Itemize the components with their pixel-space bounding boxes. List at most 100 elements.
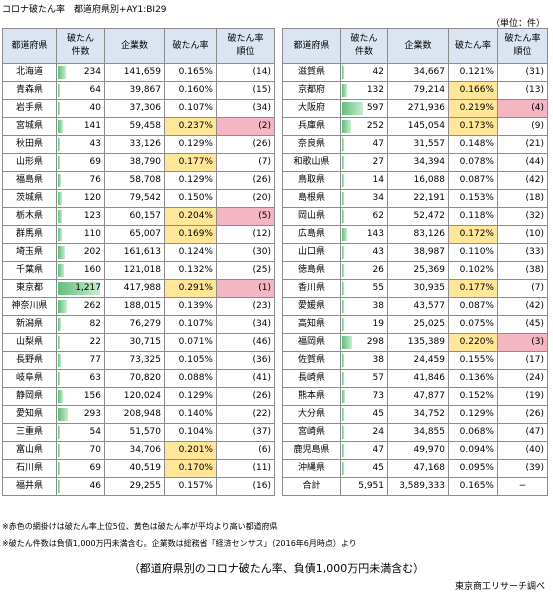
company-count: 65,007: [104, 225, 165, 244]
count-value: 55: [372, 283, 384, 293]
source-label: 東京商工リサーチ調べ: [454, 582, 545, 592]
pref-name: 宮城県: [2, 117, 57, 136]
table-row: 愛媛県 38 43,577 0.087% (42): [282, 297, 548, 316]
pref-name: 栃木県: [2, 207, 57, 226]
rate-rank: (31): [497, 63, 548, 82]
pref-name: 高知県: [282, 315, 341, 334]
pref-name: 福井県: [2, 477, 57, 496]
company-count: 121,018: [104, 261, 165, 280]
count-value: 38: [372, 355, 384, 365]
bankruptcy-rate: 0.078%: [448, 153, 498, 172]
table-row: 和歌山県 27 34,394 0.078% (44): [282, 153, 548, 172]
company-count: 33,126: [104, 135, 165, 154]
count-value: 62: [372, 211, 384, 221]
bankruptcy-count: 40: [56, 99, 105, 118]
bankruptcy-rate: 0.095%: [448, 459, 498, 478]
count-value: 14: [372, 175, 384, 185]
table-row: 宮城県 141 59,458 0.237% (2): [2, 117, 275, 136]
count-value: 43: [372, 247, 384, 257]
bankruptcy-rate: 0.136%: [448, 369, 498, 388]
pref-name: 京都府: [282, 81, 341, 100]
table-row: 新潟県 82 76,279 0.107% (34): [2, 315, 275, 334]
table-row: 茨城県 120 79,542 0.150% (20): [2, 189, 275, 208]
bankruptcy-count: 45: [340, 405, 388, 424]
table-row: 福島県 76 58,708 0.129% (26): [2, 171, 275, 190]
pref-name: 三重県: [2, 423, 57, 442]
company-count: 30,715: [104, 333, 165, 352]
company-count: 34,855: [387, 423, 449, 442]
count-value: 298: [366, 337, 384, 347]
count-value: 69: [89, 157, 101, 167]
pref-name: 広島県: [282, 225, 341, 244]
count-value: 202: [83, 247, 101, 257]
company-count: 79,542: [104, 189, 165, 208]
bankruptcy-rate: 0.157%: [164, 477, 217, 496]
header-companies: 企業数: [104, 28, 165, 64]
total-label: 合計: [282, 477, 341, 496]
header-count: 破たん 件数: [56, 28, 105, 64]
count-value: 54: [89, 427, 101, 437]
bankruptcy-rate: 0.204%: [164, 207, 217, 226]
pref-name: 千葉県: [2, 261, 57, 280]
total-count: 5,951: [340, 477, 388, 496]
total-companies: 3,589,333: [387, 477, 449, 496]
count-bar: [342, 84, 347, 97]
table-row: 沖縄県 45 47,168 0.095% (39): [282, 459, 548, 478]
company-count: 34,752: [387, 405, 449, 424]
rate-rank: (9): [497, 117, 548, 136]
bankruptcy-rate: 0.068%: [448, 423, 498, 442]
count-bar: [342, 210, 344, 223]
rate-rank: (10): [497, 225, 548, 244]
count-bar: [58, 408, 68, 421]
count-bar: [342, 228, 347, 241]
table-row: 高知県 19 25,025 0.075% (45): [282, 315, 548, 334]
table-row: 群馬県 110 65,007 0.169% (12): [2, 225, 275, 244]
pref-name: 島根県: [282, 189, 341, 208]
company-count: 79,214: [387, 81, 449, 100]
bankruptcy-count: 202: [56, 243, 105, 262]
bankruptcy-count: 123: [56, 207, 105, 226]
count-value: 40: [89, 103, 101, 113]
table-row: 長崎県 57 41,846 0.136% (24): [282, 369, 548, 388]
count-bar: [58, 444, 60, 457]
table-row: 長野県 77 73,325 0.105% (36): [2, 351, 275, 370]
company-count: 43,577: [387, 297, 449, 316]
table-row: 広島県 143 83,126 0.172% (10): [282, 225, 548, 244]
table-row: 佐賀県 38 24,459 0.155% (17): [282, 351, 548, 370]
pref-name: 北海道: [2, 63, 57, 82]
rate-rank: (15): [216, 81, 275, 100]
company-count: 37,306: [104, 99, 165, 118]
rate-rank: (40): [497, 441, 548, 460]
bankruptcy-count: 76: [56, 171, 105, 190]
bankruptcy-rate: 0.104%: [164, 423, 217, 442]
pref-name: 鳥取県: [282, 171, 341, 190]
bankruptcy-rate: 0.177%: [164, 153, 217, 172]
bankruptcy-rate: 0.169%: [164, 225, 217, 244]
count-bar: [58, 354, 61, 367]
count-bar: [58, 336, 60, 349]
bankruptcy-count: 82: [56, 315, 105, 334]
company-count: 25,369: [387, 261, 449, 280]
pref-name: 福岡県: [282, 333, 341, 352]
bankruptcy-count: 38: [340, 351, 388, 370]
rate-rank: (6): [216, 441, 275, 460]
total-rate: 0.165%: [448, 477, 498, 496]
bankruptcy-count: 77: [56, 351, 105, 370]
count-value: 43: [89, 139, 101, 149]
table-row: 愛知県 293 208,948 0.140% (22): [2, 405, 275, 424]
count-value: 42: [372, 67, 384, 77]
company-count: 47,168: [387, 459, 449, 478]
count-bar: [342, 336, 352, 349]
count-value: 46: [89, 481, 101, 491]
rate-rank: (26): [216, 387, 275, 406]
company-count: 41,846: [387, 369, 449, 388]
bankruptcy-count: 63: [56, 369, 105, 388]
pref-name: 茨城県: [2, 189, 57, 208]
company-count: 58,708: [104, 171, 165, 190]
company-count: 16,088: [387, 171, 449, 190]
bankruptcy-count: 597: [340, 99, 388, 118]
count-value: 26: [372, 265, 384, 275]
company-count: 52,472: [387, 207, 449, 226]
pref-name: 富山県: [2, 441, 57, 460]
count-bar: [342, 300, 344, 313]
